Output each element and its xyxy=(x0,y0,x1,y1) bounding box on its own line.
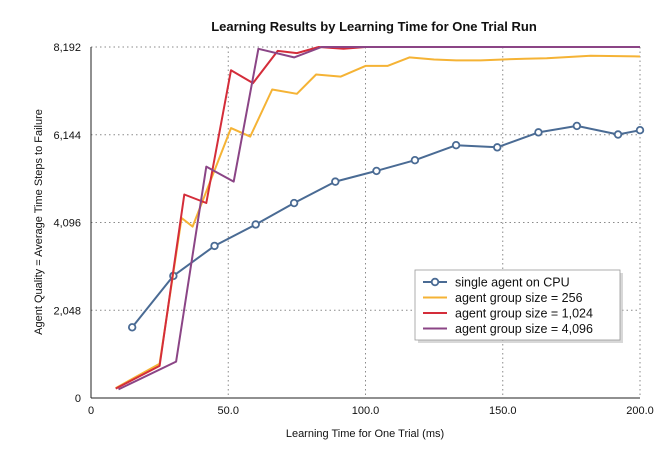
series-2 xyxy=(115,54,641,389)
y-tick-label: 8,192 xyxy=(53,42,81,54)
legend-item: agent group size = 256 xyxy=(423,291,583,305)
data-point xyxy=(210,241,219,251)
y-tick-label: 2,048 xyxy=(53,305,81,317)
x-tick-label: 100.0 xyxy=(352,405,380,417)
tick-labels: 0 2,048 4,096 6,144 8,192 0 50.0 100.0 150.0 200.… xyxy=(53,42,653,417)
data-point xyxy=(410,156,420,165)
legend-label: single agent on CPU xyxy=(455,276,570,290)
x-axis-label: Learning Time for One Trial (ms) xyxy=(286,428,444,440)
legend-label: agent group size = 4,096 xyxy=(455,322,593,336)
y-tick-label: 6,144 xyxy=(53,130,81,142)
data-point xyxy=(572,121,582,131)
legend-box xyxy=(414,269,621,341)
series-4 xyxy=(118,46,640,391)
series-line xyxy=(131,124,641,328)
y-tick-label: 4,096 xyxy=(53,218,81,230)
data-point xyxy=(127,323,137,332)
data-point xyxy=(534,128,543,137)
grid xyxy=(91,46,641,398)
data-point xyxy=(331,177,340,186)
series-line xyxy=(115,54,641,389)
data-point xyxy=(493,143,502,152)
legend-item: agent group size = 1,024 xyxy=(423,307,593,321)
y-tick-label: 0 xyxy=(75,393,81,405)
data-point xyxy=(251,220,260,229)
data-point xyxy=(451,141,461,150)
data-point xyxy=(635,126,645,135)
chart-title: Learning Results by Learning Time for On… xyxy=(211,19,537,34)
legend-item: single agent on CPU xyxy=(423,276,570,290)
x-tick-label: 50.0 xyxy=(218,405,239,417)
legend-label: agent group size = 256 xyxy=(455,291,583,305)
series-line xyxy=(118,46,640,391)
legend-marker xyxy=(430,277,440,287)
x-tick-label: 150.0 xyxy=(489,405,517,417)
legend-item: agent group size = 4,096 xyxy=(423,322,593,336)
legend-label: agent group size = 1,024 xyxy=(455,307,593,321)
x-tick-label: 0 xyxy=(88,405,94,417)
data-point xyxy=(613,130,623,139)
data-point xyxy=(372,166,381,176)
series-lines xyxy=(115,46,645,391)
x-tick-label: 200.0 xyxy=(626,405,654,417)
y-axis-label: Agent Quality = Average Time Steps to Fa… xyxy=(33,109,45,335)
axes xyxy=(90,47,640,399)
data-point xyxy=(289,198,299,208)
